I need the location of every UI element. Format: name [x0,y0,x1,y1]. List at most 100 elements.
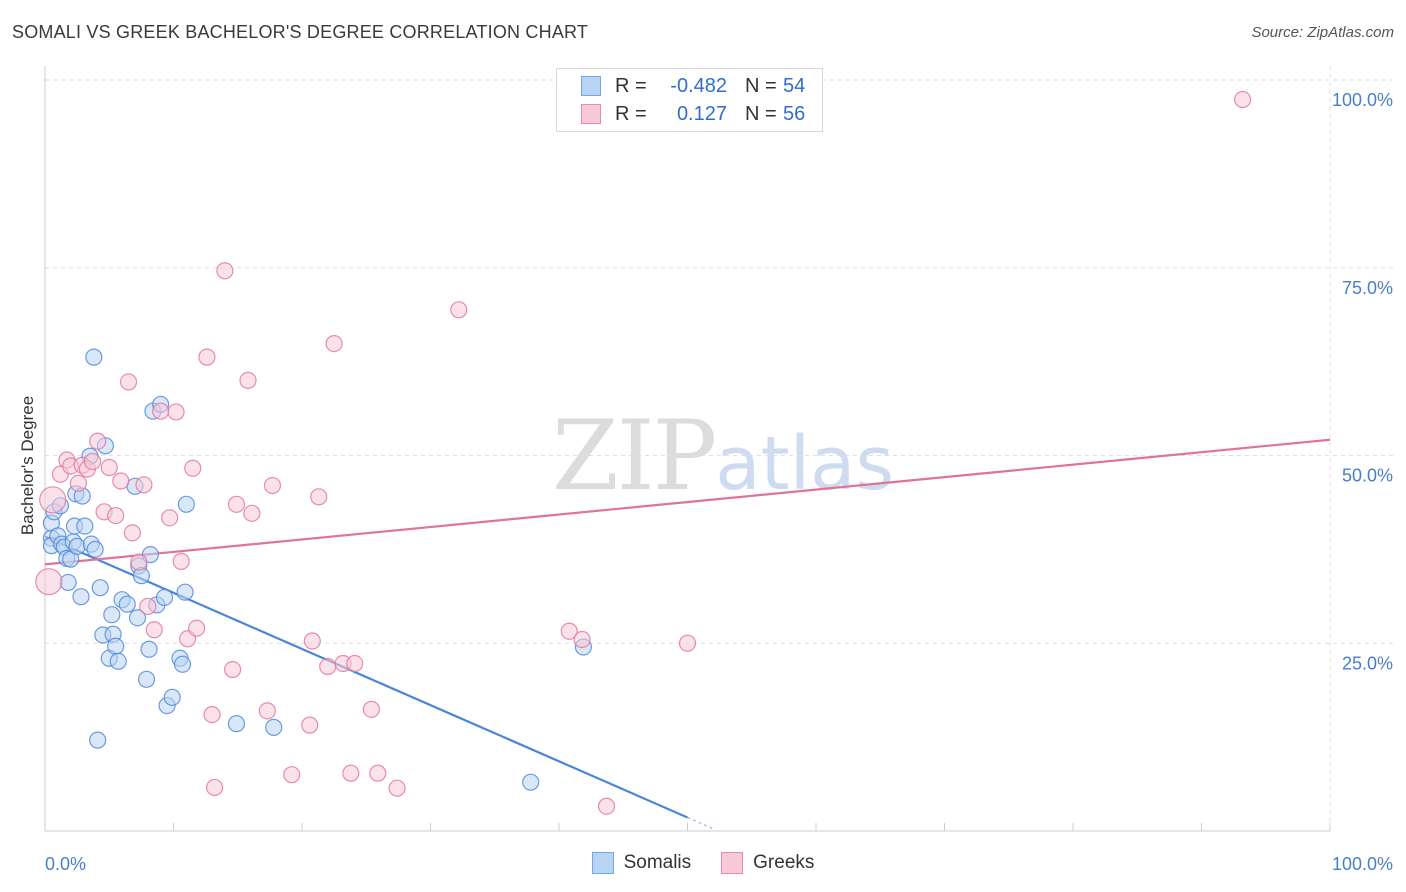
greek-point [216,262,234,280]
greek-point [243,504,261,522]
somali-point [140,640,158,658]
greek-point [167,403,185,421]
axis-labels: 25.0% 50.0% 75.0% 100.0% 0.0% 100.0% Bachelor'… [18,90,1393,874]
watermark-zip: ZIP [552,400,717,512]
x-tick-label-max: 100.0% [1332,854,1393,874]
greek-point [450,301,468,319]
somali-point [68,537,86,555]
greek-point [310,488,328,506]
somali-point [118,595,136,613]
somali-point [163,688,181,706]
somali-point [109,652,127,670]
greek-point [227,495,246,513]
greek-r-value: 0.127 [676,102,727,125]
y-tick-label: 100.0% [1332,90,1393,110]
somali-point [91,579,109,597]
somali-point [522,773,540,791]
y-tick-label: 25.0% [1342,653,1393,673]
somali-swatch [581,76,601,96]
greek-point [258,702,276,720]
greeks-label: Greeks [753,852,815,873]
greek-point [172,552,190,570]
greek-point [362,700,380,718]
somali-n-label: N = [745,74,777,97]
chart-title: SOMALI VS GREEK BACHELOR'S DEGREE CORREL… [12,22,589,42]
somali-point [137,670,156,688]
greek-point [560,622,578,640]
somali-point [265,718,283,736]
somali-point [177,495,195,513]
greek-point [130,553,148,571]
greek-point [303,632,321,650]
greek-point [119,373,138,391]
greek-point [224,660,242,679]
greek-point [283,766,301,784]
somali-point [128,609,147,627]
greek-swatch [581,104,601,124]
somali-point [76,517,94,535]
legend-row-greek: R = 0.127 N = 56 [581,101,805,127]
somali-point [103,606,121,624]
somalis-swatch [591,852,614,874]
x-tick-label-min: 0.0% [45,854,86,874]
greek-point [319,657,337,676]
greek-point [388,779,406,797]
y-axis-label: Bachelor's Degree [18,396,37,535]
greek-point [39,486,67,514]
greek-point [135,476,153,494]
greek-point [35,568,63,596]
greek-point [597,797,616,815]
somalis-label: Somalis [623,852,692,873]
somali-point [72,588,90,606]
greek-point [263,476,282,495]
greek-trend-line [44,438,1331,566]
greek-point [161,509,179,527]
greek-point [573,630,591,649]
somali-trend-extension [687,816,714,830]
watermark-atlas: atlas [715,421,895,507]
greek-point [1234,90,1252,109]
greek-point [123,524,141,542]
somali-point [173,655,192,673]
y-tick-label: 50.0% [1342,466,1393,486]
legend-item-somalis: Somalis [591,852,692,874]
somali-point [155,588,174,607]
somali-r-label: R = [615,74,647,97]
axes [44,66,1331,832]
greek-point [342,764,360,782]
data-points [35,71,1252,815]
grid-lines [45,66,1395,831]
source-label: Source: ZipAtlas.com [1251,24,1394,41]
greek-point [107,506,125,525]
greek-point [89,432,107,450]
greek-point [203,705,221,724]
greek-point [69,474,88,492]
somali-r-value: -0.482 [670,74,727,97]
greek-point [678,634,697,652]
greek-point [206,778,224,797]
greek-point [188,619,206,637]
greek-point [239,371,257,389]
greek-point [112,472,130,490]
greek-r-label: R = [615,102,647,125]
somali-point [227,715,246,733]
greek-point [83,452,102,471]
greek-point [346,654,364,673]
somali-point [89,731,107,749]
watermark: ZIPatlas [552,400,894,512]
greek-point [100,458,118,477]
somali-point [107,637,125,655]
somali-trend-line [44,535,688,819]
greek-n-label: N = [745,102,777,125]
legend-row-somali: R = -0.482 N = 54 [581,73,805,99]
correlation-legend: R = -0.482 N = 54 R = 0.127 N = 56 [556,68,823,132]
greek-point [145,621,163,639]
somali-n-value: 54 [783,74,806,97]
greeks-swatch [721,852,744,874]
somali-point [85,348,103,366]
greek-point [325,335,343,353]
legend-item-greeks: Greeks [721,852,814,874]
series-legend: Somalis Greeks [0,852,1406,874]
y-tick-label: 75.0% [1342,278,1393,298]
